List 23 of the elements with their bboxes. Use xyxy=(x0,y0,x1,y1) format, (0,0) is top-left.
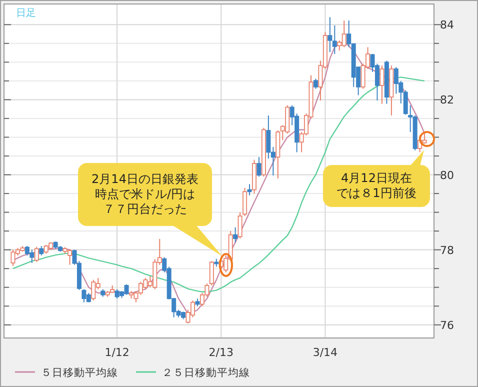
y-tick-label: 82 xyxy=(440,94,454,107)
candlestick xyxy=(209,260,214,286)
annotation: 2月14日の日銀発表時点で米ドル/円は７７円台だった xyxy=(90,172,200,217)
chart-title: 日足 xyxy=(16,8,36,19)
candlestick xyxy=(380,65,384,104)
y-tick-label: 78 xyxy=(440,244,454,257)
y-tick-label: 76 xyxy=(440,318,454,332)
x-tick-label: 2/13 xyxy=(208,346,234,359)
candlestick xyxy=(233,226,238,243)
candlestick xyxy=(242,187,248,217)
candlestick xyxy=(247,184,252,196)
y-tick-label: 84 xyxy=(440,18,454,32)
candlestick xyxy=(34,246,39,262)
legend-label: ５日移動平均線 xyxy=(41,367,118,379)
candlestick xyxy=(238,212,242,240)
candlestick xyxy=(256,156,262,178)
x-tick-label: 3/14 xyxy=(312,346,338,359)
y-tick-label: 80 xyxy=(440,168,454,182)
annotation: 4月12日現在では８1円前後 xyxy=(336,171,417,201)
candlestick xyxy=(313,78,318,90)
legend-label: ２５日移動平均線 xyxy=(162,367,250,379)
x-tick-label: 1/12 xyxy=(104,346,130,359)
candlestick xyxy=(39,246,44,256)
